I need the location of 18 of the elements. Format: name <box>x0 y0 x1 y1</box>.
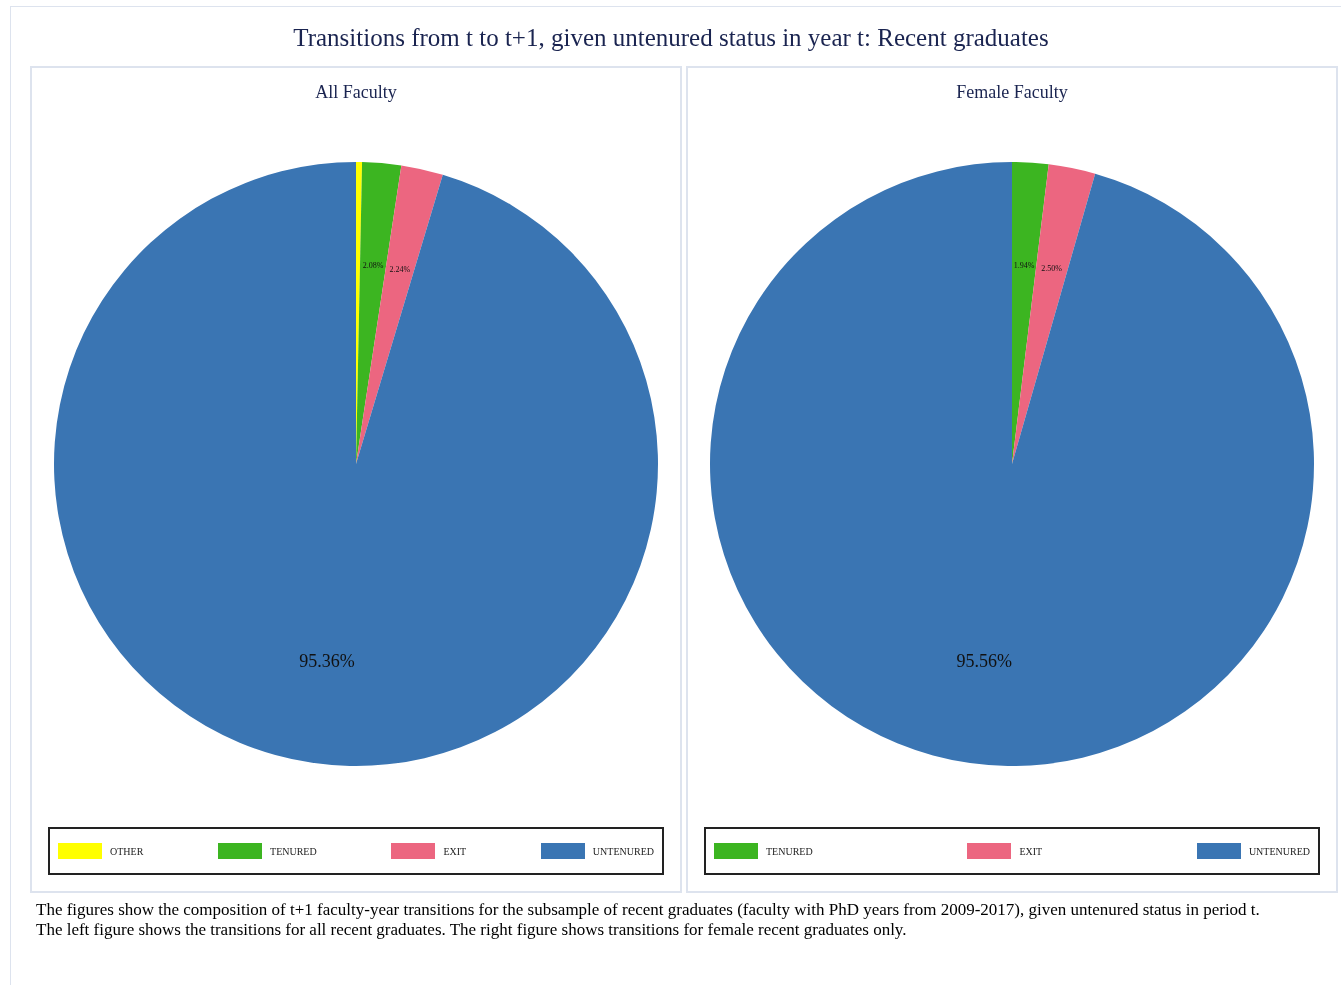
data-label: 95.56% <box>956 651 1013 672</box>
data-label: 95.36% <box>299 651 355 672</box>
legend-label: UNTENURED <box>1248 845 1310 857</box>
data-label: 2.08% <box>362 260 384 270</box>
legend-label: TENURED <box>270 845 317 857</box>
chart-subtitle: Female Faculty <box>956 82 1068 102</box>
legend-label: EXIT <box>1019 845 1043 857</box>
chart-subtitle: All Faculty <box>315 82 397 102</box>
data-label: 1.94% <box>1013 260 1035 270</box>
text: The left figure shows the transitions for all recent graduates. The right figure shows transitions for female recent graduates only. <box>36 920 908 940</box>
data-label: 2.50% <box>1041 264 1063 274</box>
legend-label: UNTENURED <box>592 845 654 857</box>
legend-label: TENURED <box>766 845 813 857</box>
legend-label: EXIT <box>443 845 467 857</box>
data-label: 2.24% <box>389 265 411 275</box>
legend-label: OTHER <box>110 845 144 857</box>
text: The figures show the composition of t+1 faculty-year transitions for the subsample of recent graduates (faculty with PhD years from 2009-2017), given untenured status in period t. <box>36 900 1261 920</box>
chart-title: Transitions from t to t+1, given untenured status in year t: Recent graduates <box>292 24 1050 52</box>
